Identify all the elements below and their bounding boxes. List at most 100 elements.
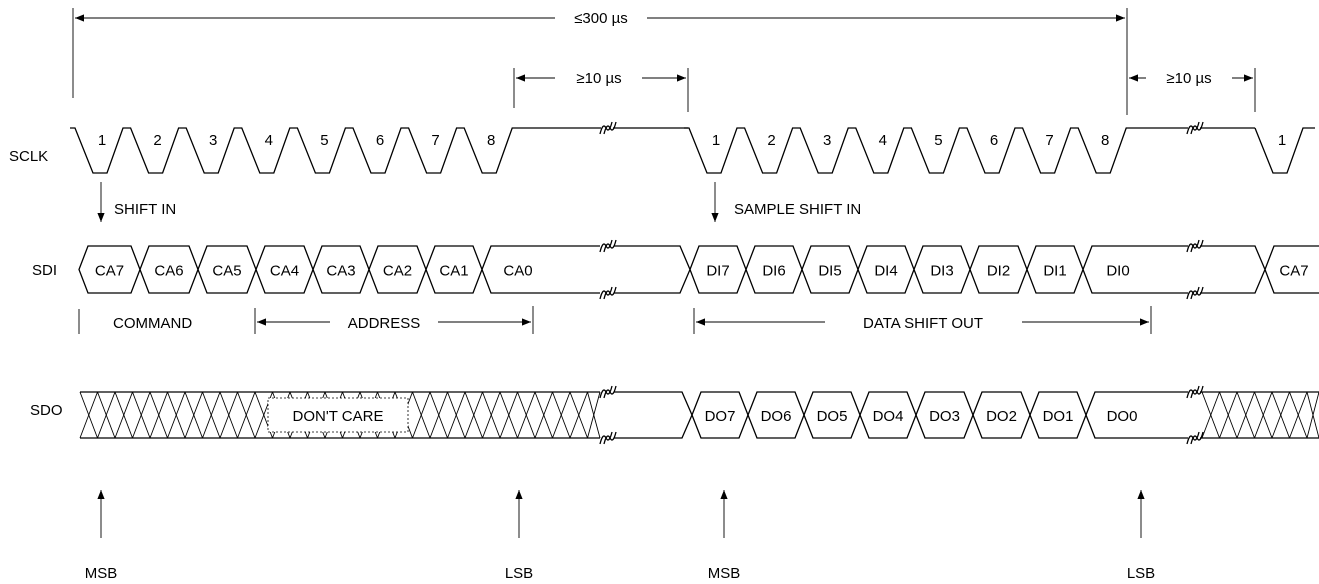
sdi-data-cell-label: DI4 [874, 263, 897, 280]
address-dimension: ADDRESS [254, 306, 534, 334]
sclk-break-2 [1186, 118, 1204, 138]
clock-pulse-number: 2 [767, 132, 775, 149]
clock-pulse-number: 1 [98, 132, 106, 149]
data-shift-out-label: DATA SHIFT OUT [863, 315, 983, 332]
burst1-trace [70, 127, 688, 174]
sdi-data-cell: DI6 [745, 245, 803, 294]
sdi-bit-cell-label: CA4 [270, 263, 299, 280]
sdo-data-cell-label: DO1 [1043, 408, 1074, 425]
dont-care-label: DON'T CARE [293, 408, 384, 425]
sdo-break-2a [1186, 382, 1204, 402]
sclk-waveform: 1 2 3 4 5 6 7 8 1 2 3 4 5 6 7 8 1 [70, 118, 1315, 174]
sdi-next-cell [1264, 245, 1319, 294]
sdi-bit-cell: CA7 [78, 245, 141, 294]
clock-pulse-number: 4 [879, 132, 887, 149]
clock-pulse-number: 7 [1045, 132, 1053, 149]
sdi-break-1a [599, 236, 617, 256]
sdo-data-cell: DO1 [1029, 391, 1087, 439]
clock-pulse-number: 3 [209, 132, 217, 149]
sdo-do0-trace [1085, 391, 1188, 439]
burst2-trace [684, 127, 1255, 174]
sdi-data-cell-label: DI2 [987, 263, 1010, 280]
command-label: COMMAND [113, 315, 192, 332]
sdi-bit-cell-label: CA1 [439, 263, 468, 280]
sdo-dont-care-hatch [79, 391, 601, 439]
sdi-data-cell: DI5 [801, 245, 859, 294]
sdo-data-cell: DO3 [915, 391, 974, 439]
lsb-marker-1: LSB [505, 490, 533, 582]
msb-label-2: MSB [708, 565, 741, 582]
gap-dimension-2: ≥10 µs [1129, 68, 1256, 112]
sdi-bit-cell-label: CA2 [383, 263, 412, 280]
sdo-data-cell: DO4 [859, 391, 917, 439]
clock-pulse-number: 6 [376, 132, 384, 149]
gap-dimension-1: ≥10 µs [513, 68, 689, 112]
sdi-data-cell-label: DI7 [706, 263, 729, 280]
sdi-data-cell: DI7 [689, 245, 747, 294]
sdi-bit-cell-label: CA0 [503, 263, 532, 280]
clock-pulse-number: 3 [823, 132, 831, 149]
sdi-break-2b [1186, 283, 1204, 303]
sdo-data-cell: DO7 [691, 391, 749, 439]
data-shift-out-dimension: DATA SHIFT OUT [693, 306, 1152, 334]
sdo-data-cell-label: DO5 [817, 408, 848, 425]
clock-pulse-number: 1 [1278, 132, 1286, 149]
sdi-data-cell-label: DI1 [1043, 263, 1066, 280]
sdi-data-cell: DI2 [969, 245, 1028, 294]
sdo-break-1b [599, 428, 617, 448]
burst3-trace [1254, 127, 1315, 174]
sdo-bus: DON'T CARE DO7 DO6 DO5 DO4 DO3 DO2 DO1 DO0 [79, 382, 1319, 448]
clock-pulse-number: 6 [990, 132, 998, 149]
sdo-data-cell-label: DO3 [929, 408, 960, 425]
clock-pulse-number: 7 [431, 132, 439, 149]
sdi-bit-cell-label: CA6 [154, 263, 183, 280]
clock-pulse-number: 4 [265, 132, 273, 149]
lsb-label-2: LSB [1127, 565, 1155, 582]
lsb-label-1: LSB [505, 565, 533, 582]
sdi-bit-cell: CA2 [368, 245, 427, 294]
sdi-bit-cell: CA6 [139, 245, 199, 294]
sdi-label: SDI [32, 262, 57, 279]
sdo-label: SDO [30, 402, 63, 419]
command-dimension: COMMAND [78, 309, 192, 334]
msb-label-1: MSB [85, 565, 118, 582]
total-time-label: ≤300 µs [574, 10, 628, 27]
sdi-data-cell-label: DI6 [762, 263, 785, 280]
shift-in-label: SHIFT IN [114, 201, 176, 218]
clock-pulse-number: 8 [487, 132, 495, 149]
sdi-gap-trace [614, 245, 691, 294]
sdi-bit-cell: CA1 [425, 245, 483, 294]
sdi-gap2-trace [1200, 245, 1266, 294]
clock-pulse-number: 5 [934, 132, 942, 149]
sclk-label: SCLK [9, 148, 48, 165]
gap-label-2: ≥10 µs [1166, 70, 1211, 87]
sdi-next-cell-label: CA7 [1279, 263, 1308, 280]
sdi-data-cell-label: DI0 [1106, 263, 1129, 280]
sdo-break-2b [1186, 428, 1204, 448]
msb-marker-2: MSB [708, 490, 741, 582]
sdi-break-2a [1186, 236, 1204, 256]
clock-pulse-number: 1 [712, 132, 720, 149]
sdo-gap-trace [614, 391, 693, 439]
sdi-data-cell-label: DI5 [818, 263, 841, 280]
sdi-bit-cell: CA4 [255, 245, 314, 294]
sdo-data-cell-label: DO6 [761, 408, 792, 425]
sdo-break-1a [599, 382, 617, 402]
gap-label-1: ≥10 µs [576, 70, 621, 87]
sdi-break-1b [599, 283, 617, 303]
sdi-data-cell: DI1 [1026, 245, 1084, 294]
address-label: ADDRESS [348, 315, 421, 332]
sdi-bit-cell-label: CA5 [212, 263, 241, 280]
sdi-bit-cell-label: CA7 [95, 263, 124, 280]
sdi-bit-cell-label: CA3 [326, 263, 355, 280]
shift-in-marker: SHIFT IN [97, 182, 176, 222]
sdi-data-cell: DI3 [913, 245, 971, 294]
sdo-data-cell-label: DO0 [1107, 408, 1138, 425]
sdo-data-cell: DO6 [747, 391, 805, 439]
clock-pulse-number: 5 [320, 132, 328, 149]
sdo-data-cell-label: DO2 [986, 408, 1017, 425]
sdo-data-cell-label: DO4 [873, 408, 904, 425]
sdi-bit-cell: CA3 [312, 245, 370, 294]
sdi-di0-trace [1082, 245, 1188, 294]
